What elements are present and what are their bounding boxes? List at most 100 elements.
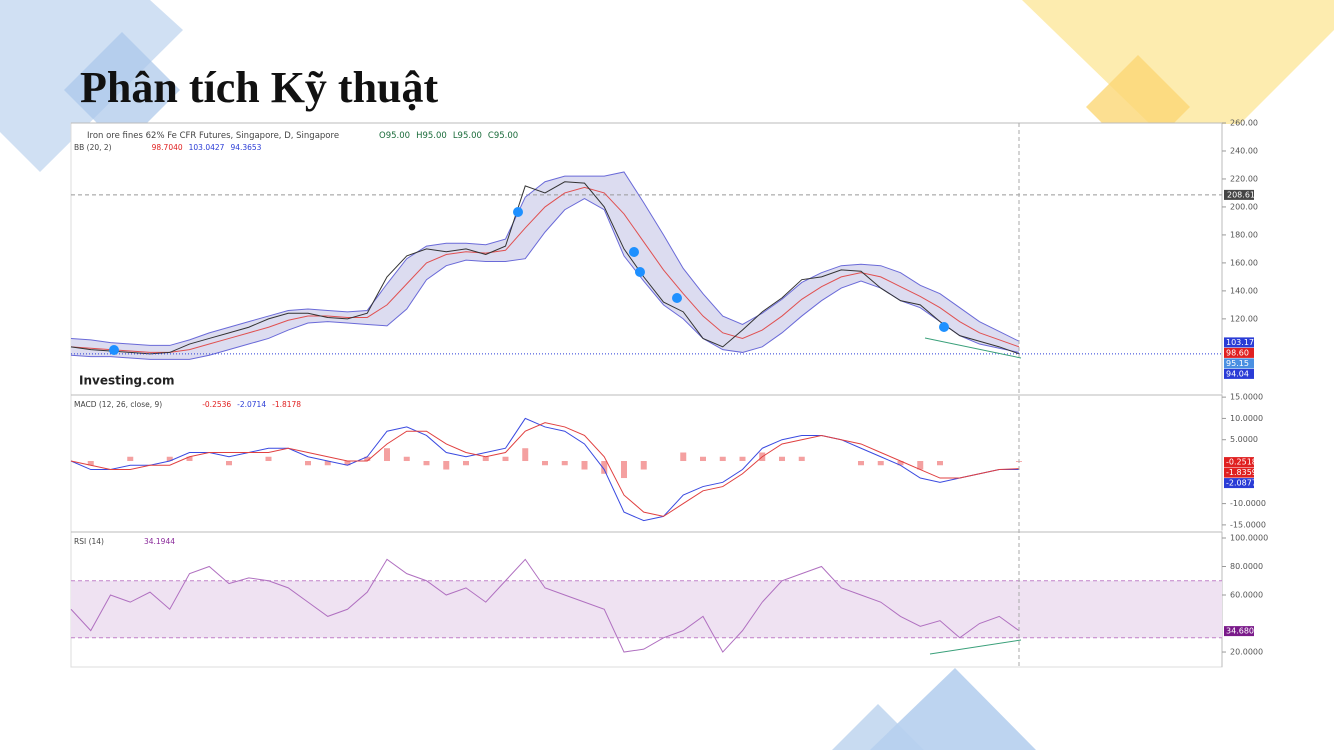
histogram-bar <box>561 461 568 466</box>
histogram-bar <box>700 456 706 462</box>
indicator-value: 94.3653 <box>230 143 261 152</box>
chart-header: Iron ore fines 62% Fe CFR Futures, Singa… <box>87 131 518 141</box>
indicator-name: MACD (12, 26, close, 9) <box>74 400 162 409</box>
histogram-bar <box>482 456 489 462</box>
histogram-bar <box>364 456 371 462</box>
histogram-bar <box>344 461 351 466</box>
series-line <box>70 171 1020 346</box>
y-tick-label: 20.0000 <box>1230 648 1263 657</box>
price-tag <box>1224 626 1254 637</box>
y-tick-label: 5.0000 <box>1230 435 1258 444</box>
histogram-bar <box>858 461 864 466</box>
indicator-header: RSI (14) 34.1944 <box>74 537 175 546</box>
histogram-bar <box>917 461 924 470</box>
y-tick-label: -15.0000 <box>1230 520 1266 529</box>
histogram-bar <box>581 461 588 470</box>
histogram-bar <box>897 461 904 466</box>
series-line <box>70 558 1020 653</box>
y-tick-label: 220.00 <box>1230 174 1258 183</box>
price-tag-label: -0.2518 <box>1226 458 1257 467</box>
indicator-value: -2.0714 <box>237 400 266 409</box>
series-line <box>70 422 1020 517</box>
ohlc-value: L95.00 <box>453 131 482 141</box>
indicator-value: 98.7040 <box>152 143 183 152</box>
histogram-bar <box>719 456 726 462</box>
y-tick-label: -10.0000 <box>1230 499 1266 508</box>
series-line <box>70 417 1019 522</box>
indicator-name: BB (20, 2) <box>74 143 112 152</box>
trend-lines <box>924 337 1022 655</box>
histogram-bar <box>443 461 450 470</box>
histogram-bar <box>87 461 94 466</box>
ohlc-value: O95.00 <box>379 131 410 141</box>
price-tag <box>1224 368 1254 379</box>
price-tag-label: -1.8359 <box>1226 468 1257 477</box>
indicator-value: -0.2536 <box>202 400 231 409</box>
histogram-bar <box>621 461 627 479</box>
indicator-value: 34.1944 <box>144 537 175 546</box>
histogram-bar <box>265 456 272 462</box>
histogram-bar <box>739 456 746 462</box>
series-line <box>70 197 1020 360</box>
price-tag <box>1224 478 1254 489</box>
histogram-bar <box>779 456 785 462</box>
histogram-bar <box>226 461 232 466</box>
histogram-bar <box>186 456 193 462</box>
y-tick-label: 120.00 <box>1230 314 1258 323</box>
histogram-bar <box>680 452 687 462</box>
slide-title: Phân tích Kỹ thuật <box>80 63 439 112</box>
series-line <box>70 186 1020 353</box>
y-tick-label: 200.00 <box>1230 202 1258 211</box>
histogram-bar <box>522 448 529 462</box>
y-tick-label: 100.0000 <box>1230 533 1268 542</box>
rsi-band <box>71 580 1222 638</box>
y-tick-label: 140.00 <box>1230 286 1258 295</box>
histogram-bar <box>601 461 608 474</box>
histogram-bar <box>542 461 548 466</box>
band-fill <box>71 171 1019 360</box>
price-tag <box>1224 337 1254 348</box>
histogram-bar <box>384 448 390 462</box>
histogram-bar <box>502 456 509 462</box>
indicator-value: -1.8178 <box>272 400 301 409</box>
price-tag-label: -2.0877 <box>1226 479 1257 488</box>
histogram-bar <box>166 456 173 462</box>
indicator-name: RSI (14) <box>74 537 104 546</box>
price-tag <box>1224 457 1254 468</box>
crosshair-tag <box>1224 189 1254 200</box>
price-tag-label: 103.17 <box>1226 338 1254 347</box>
price-tag-label: 95.15 <box>1226 359 1249 368</box>
watermark: Investing.com <box>79 374 175 388</box>
histogram-bar <box>937 461 943 466</box>
y-tick-label: 80.0000 <box>1230 562 1263 571</box>
y-tick-label: 260.00 <box>1230 119 1258 128</box>
indicator-header: BB (20, 2) 98.7040 103.0427 94.3653 <box>74 143 262 152</box>
price-tag <box>1224 347 1254 358</box>
y-tick-label: 15.0000 <box>1230 393 1263 402</box>
y-tick-label: 10.0000 <box>1230 414 1263 423</box>
histogram-bar <box>463 461 469 466</box>
indicator-value: 103.0427 <box>189 143 225 152</box>
y-tick-label: 240.00 <box>1230 146 1258 155</box>
y-tick-label: 180.00 <box>1230 230 1258 239</box>
y-tick-label: 60.0000 <box>1230 591 1263 600</box>
plot: 260.00 240.00 220.00 200.00 180.00 160.00 140.… <box>70 119 1268 667</box>
histogram-bar <box>877 461 884 466</box>
chart-title: Iron ore fines 62% Fe CFR Futures, Singa… <box>87 131 339 141</box>
histogram-bar <box>403 456 410 462</box>
histogram-bar <box>305 461 311 466</box>
price-tag-label: 94.04 <box>1226 369 1249 378</box>
signal-icons <box>109 207 949 355</box>
crosshair-label: 208.61 <box>1227 190 1255 199</box>
ohlc-value: C95.00 <box>488 131 518 141</box>
histogram-bar <box>324 461 331 466</box>
histogram-bar <box>423 461 430 466</box>
y-tick-label: 160.00 <box>1230 258 1258 267</box>
price-tag <box>1224 358 1254 369</box>
histogram-bar <box>798 456 805 462</box>
series-line <box>70 181 1020 355</box>
price-tag <box>1224 467 1254 478</box>
price-tag-label: 98.60 <box>1226 348 1249 357</box>
price-tag-label: 34.6803 <box>1226 627 1259 636</box>
